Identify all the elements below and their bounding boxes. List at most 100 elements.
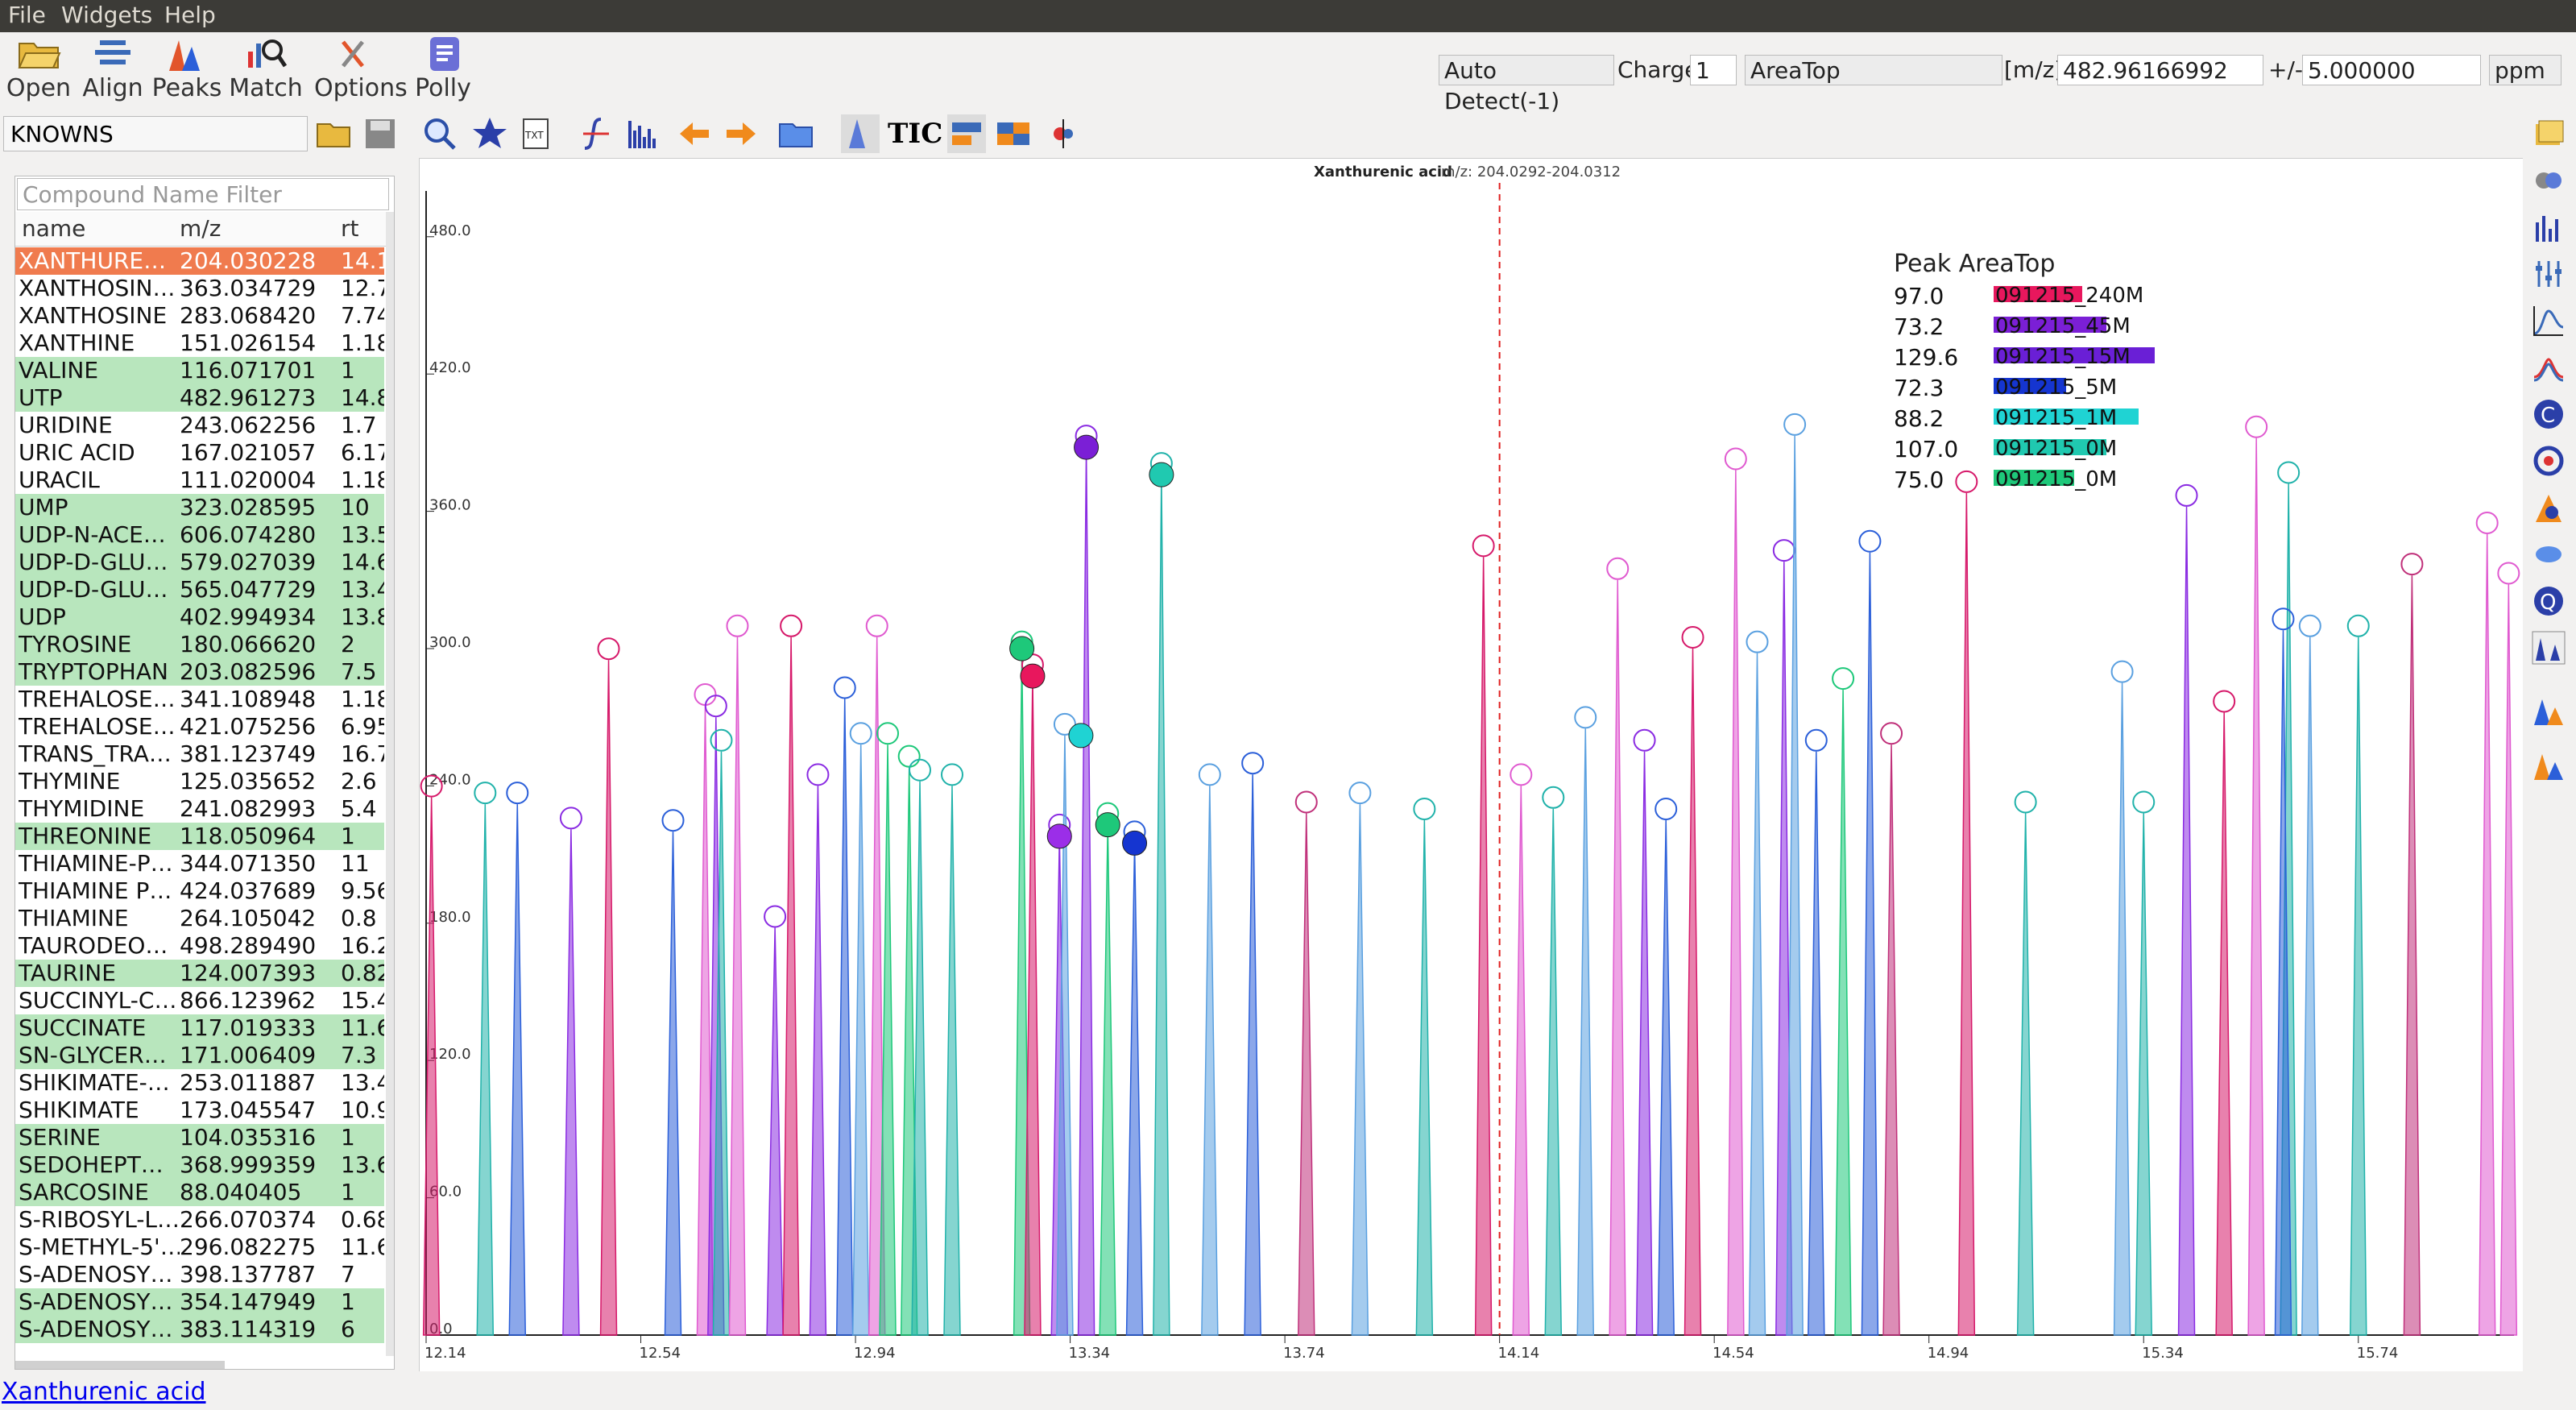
table-row[interactable]: THYMINE 125.035652 2.6 <box>15 768 384 795</box>
group-peak-marker[interactable] <box>1095 812 1120 838</box>
peak-marker[interactable] <box>2272 608 2295 631</box>
table-row[interactable]: TRANS_TRA… 381.123749 16.7 <box>15 740 384 768</box>
table-row[interactable]: TYROSINE 180.066620 2 <box>15 631 384 658</box>
peak-marker[interactable] <box>1198 763 1221 786</box>
peak-marker[interactable] <box>1053 712 1076 736</box>
table-row[interactable]: URIDINE 243.062256 1.7 <box>15 412 384 439</box>
zoom-reset-icon[interactable] <box>420 114 459 153</box>
arrow-right-icon[interactable] <box>722 114 760 153</box>
peak-marker[interactable] <box>1772 539 1795 562</box>
isotope-icon[interactable] <box>1044 114 1083 153</box>
group-peak-marker[interactable] <box>1122 830 1148 856</box>
peak-marker[interactable] <box>876 722 900 745</box>
peak-marker[interactable] <box>2497 562 2520 585</box>
table-row[interactable]: THYMIDINE 241.082993 5.4 <box>15 795 384 823</box>
peak-marker[interactable] <box>2014 790 2037 814</box>
peak-marker[interactable] <box>694 683 717 706</box>
formula-icon[interactable] <box>577 114 615 153</box>
pathway-icon[interactable] <box>2531 443 2566 479</box>
table-row[interactable]: S-ADENOSY… 383.114319 6 <box>15 1316 384 1343</box>
mz-input[interactable]: 482.96166992 <box>2057 55 2263 85</box>
peak-marker[interactable] <box>1294 790 1318 814</box>
table-row[interactable]: TAURODEO… 498.289490 16.2 <box>15 932 384 960</box>
table-row[interactable]: URACIL 111.020004 1.18 <box>15 467 384 494</box>
peak-marker[interactable] <box>710 728 733 752</box>
table-row[interactable]: SUCCINATE 117.019333 11.6 <box>15 1014 384 1042</box>
table-row[interactable]: THIAMINE-P… 344.071350 11 <box>15 850 384 877</box>
table-row[interactable]: XANTHINE 151.026154 1.18 <box>15 330 384 357</box>
query-icon[interactable]: Q <box>2531 583 2566 619</box>
peak-marker[interactable] <box>2346 614 2370 637</box>
auto-detect-button[interactable]: Auto Detect(-1) <box>1439 55 1614 114</box>
peak-marker[interactable] <box>559 807 582 830</box>
show-peaks-icon[interactable] <box>841 114 880 153</box>
table-row[interactable]: SARCOSINE 88.040405 1 <box>15 1179 384 1206</box>
table-row[interactable]: SERINE 104.035316 1 <box>15 1124 384 1151</box>
peak-marker[interactable] <box>2175 483 2198 507</box>
load-folder-icon[interactable] <box>314 114 353 153</box>
mz-spectra-icon[interactable] <box>2531 209 2566 245</box>
peak-marker[interactable] <box>1633 728 1656 752</box>
settings-sliders-icon[interactable] <box>2531 256 2566 292</box>
peak-marker[interactable] <box>2277 461 2301 484</box>
peak-marker[interactable] <box>865 614 888 637</box>
overlay-chart-icon[interactable] <box>2531 350 2566 385</box>
group-peak-marker[interactable] <box>1074 434 1100 460</box>
peak-marker[interactable] <box>1413 798 1436 820</box>
tic-button[interactable]: TIC <box>888 118 943 150</box>
peak-marker[interactable] <box>1472 534 1495 558</box>
tolerance-input[interactable]: 5.000000 <box>2302 55 2481 85</box>
peak-marker[interactable] <box>420 774 443 798</box>
table-row[interactable]: SEDOHEPT… 368.999359 13.6 <box>15 1151 384 1179</box>
tolerance-unit-select[interactable]: ppm <box>2489 55 2562 85</box>
save-icon[interactable] <box>361 114 400 153</box>
peak-marker[interactable] <box>1574 706 1597 729</box>
bar-plot-icon[interactable] <box>947 114 986 153</box>
table-row[interactable]: SN-GLYCER… 171.006409 7.3 <box>15 1042 384 1069</box>
covariants-icon[interactable]: C <box>2531 396 2566 432</box>
menu-widgets[interactable]: Widgets <box>61 2 153 28</box>
match-button[interactable]: Match <box>227 35 304 106</box>
peaks-button[interactable]: Peaks <box>148 35 226 106</box>
notes-icon[interactable] <box>2531 537 2566 572</box>
table-row[interactable]: THREONINE 118.050964 1 <box>15 823 384 850</box>
table-row[interactable]: XANTHURE… 204.030228 14.1 <box>15 247 384 275</box>
table-row[interactable]: THIAMINE 264.105042 0.8 <box>15 905 384 932</box>
group-peak-marker[interactable] <box>1020 663 1046 689</box>
open-button[interactable]: Open <box>0 35 77 106</box>
peak-marker[interactable] <box>1606 557 1630 580</box>
table-row[interactable]: TAURINE 124.007393 0.82 <box>15 960 384 987</box>
quant-type-select[interactable]: AreaTop <box>1745 55 2002 85</box>
peak-marker[interactable] <box>849 722 872 745</box>
spectra-icon[interactable] <box>625 114 664 153</box>
table-row[interactable]: S-ADENOSY… 398.137787 7 <box>15 1261 384 1288</box>
peak-marker[interactable] <box>2298 614 2321 637</box>
peak-marker[interactable] <box>1880 722 1903 745</box>
peak-marker[interactable] <box>1858 529 1882 553</box>
peak-marker[interactable] <box>1510 763 1533 786</box>
column-header-mz[interactable]: m/z <box>180 215 222 242</box>
peak-marker[interactable] <box>1746 630 1769 653</box>
group-peak-marker[interactable] <box>1068 723 1094 749</box>
peak-marker[interactable] <box>897 744 921 768</box>
peaks-orange-icon[interactable] <box>2531 748 2566 783</box>
column-header-rt[interactable]: rt <box>341 215 359 242</box>
compound-db-select[interactable]: KNOWNS <box>3 116 308 151</box>
table-row[interactable]: TRYPTOPHAN 203.082596 7.5 <box>15 658 384 686</box>
table-row[interactable]: S-METHYL-5'… 296.082275 11.6 <box>15 1234 384 1261</box>
star-icon[interactable] <box>470 114 509 153</box>
peak-marker[interactable] <box>2475 512 2499 534</box>
table-row[interactable]: SHIKIMATE 173.045547 10.9 <box>15 1097 384 1124</box>
projects-icon[interactable] <box>2531 163 2566 198</box>
peak-marker[interactable] <box>1655 798 1678 820</box>
peak-marker[interactable] <box>1804 728 1828 752</box>
eic-plot[interactable]: Xanthurenic acid m/z: 204.0292-204.0312 0.… <box>419 158 2524 1373</box>
peak-marker[interactable] <box>1542 786 1565 809</box>
table-row[interactable]: SHIKIMATE-… 253.011887 13.4 <box>15 1069 384 1097</box>
peak-marker[interactable] <box>506 782 529 805</box>
adduct-icon[interactable] <box>2531 490 2566 525</box>
peak-marker[interactable] <box>661 809 685 832</box>
table-row[interactable]: XANTHOSIN… 363.034729 12.7 <box>15 275 384 302</box>
compound-filter-input[interactable]: Compound Name Filter <box>17 178 389 210</box>
table-row[interactable]: SUCCINYL-C… 866.123962 15.4 <box>15 987 384 1014</box>
